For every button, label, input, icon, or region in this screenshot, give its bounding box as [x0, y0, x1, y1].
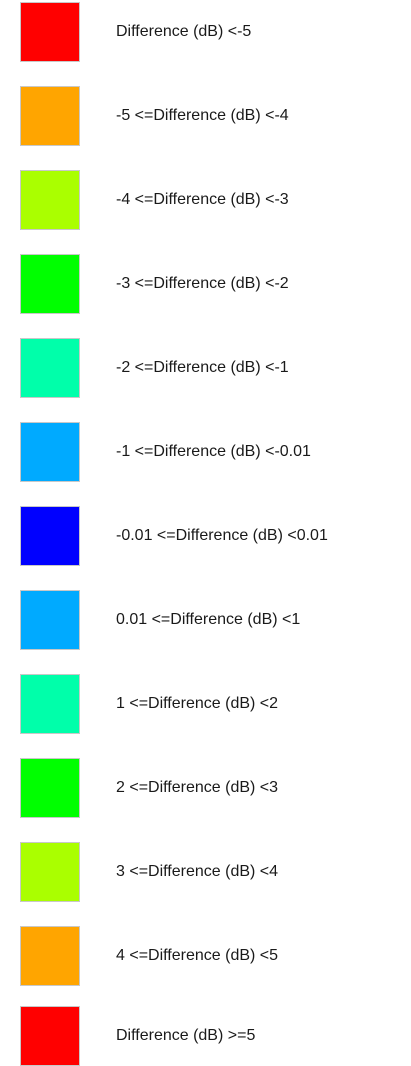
legend-color-swatch	[20, 842, 80, 902]
legend-label: 1 <=Difference (dB) <2	[116, 695, 279, 712]
legend-color-swatch	[20, 170, 80, 230]
legend-color-swatch	[20, 506, 80, 566]
legend-color-swatch	[20, 1006, 80, 1066]
legend-item: -4 <=Difference (dB) <-3	[20, 170, 410, 230]
legend-color-swatch	[20, 422, 80, 482]
legend-item: 2 <=Difference (dB) <3	[20, 758, 410, 818]
legend-item: -5 <=Difference (dB) <-4	[20, 86, 410, 146]
legend-label: -0.01 <=Difference (dB) <0.01	[116, 527, 328, 544]
legend-item: -3 <=Difference (dB) <-2	[20, 254, 410, 314]
legend-item: -2 <=Difference (dB) <-1	[20, 338, 410, 398]
legend-label: -3 <=Difference (dB) <-2	[116, 275, 289, 292]
legend-item: Difference (dB) >=5	[20, 1006, 410, 1066]
legend-color-swatch	[20, 338, 80, 398]
legend-color-swatch	[20, 758, 80, 818]
legend-label: 3 <=Difference (dB) <4	[116, 863, 279, 880]
legend-label: Difference (dB) <-5	[116, 23, 252, 40]
legend-item: 0.01 <=Difference (dB) <1	[20, 590, 410, 650]
legend-item: 1 <=Difference (dB) <2	[20, 674, 410, 734]
legend-color-swatch	[20, 674, 80, 734]
legend-label: -2 <=Difference (dB) <-1	[116, 359, 289, 376]
legend-item: 4 <=Difference (dB) <5	[20, 926, 410, 986]
legend-label: 0.01 <=Difference (dB) <1	[116, 611, 301, 628]
legend-label: 2 <=Difference (dB) <3	[116, 779, 279, 796]
legend-item: Difference (dB) <-5	[20, 2, 410, 62]
legend-label: 4 <=Difference (dB) <5	[116, 947, 279, 964]
legend-label: Difference (dB) >=5	[116, 1027, 256, 1044]
legend-color-swatch	[20, 2, 80, 62]
legend-color-swatch	[20, 254, 80, 314]
legend-label: -1 <=Difference (dB) <-0.01	[116, 443, 311, 460]
legend-label: -4 <=Difference (dB) <-3	[116, 191, 289, 208]
legend-color-swatch	[20, 926, 80, 986]
legend-item: -1 <=Difference (dB) <-0.01	[20, 422, 410, 482]
legend-item: 3 <=Difference (dB) <4	[20, 842, 410, 902]
legend-color-swatch	[20, 86, 80, 146]
legend-item: -0.01 <=Difference (dB) <0.01	[20, 506, 410, 566]
legend-color-swatch	[20, 590, 80, 650]
legend-label: -5 <=Difference (dB) <-4	[116, 107, 289, 124]
